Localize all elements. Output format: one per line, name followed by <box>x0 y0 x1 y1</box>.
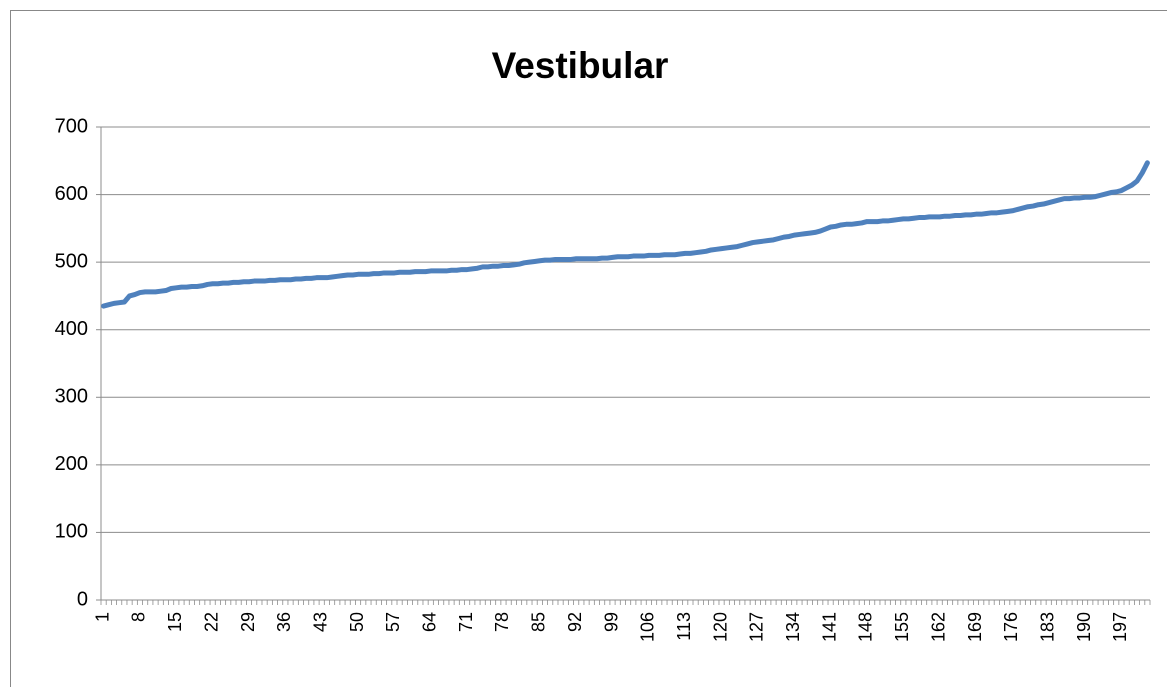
x-tick-label: 141 <box>819 612 839 642</box>
data-line <box>101 160 1150 309</box>
x-tick-label: 92 <box>565 612 585 632</box>
y-tick-label: 400 <box>55 318 88 340</box>
y-tick-label: 700 <box>55 115 88 137</box>
x-tick-label: 190 <box>1074 612 1094 642</box>
chart-title: Vestibular <box>492 45 669 86</box>
x-tick-label: 36 <box>274 612 294 632</box>
x-tick-label: 78 <box>492 612 512 632</box>
x-tick-label: 57 <box>383 612 403 632</box>
x-tick-label: 29 <box>238 612 258 632</box>
x-tick-label: 64 <box>420 612 440 632</box>
x-tick-label: 162 <box>928 612 948 642</box>
y-tick-label: 200 <box>55 453 88 475</box>
y-tick-label: 100 <box>55 521 88 543</box>
y-tick-label: 300 <box>55 386 88 408</box>
x-tick-label: 106 <box>638 612 658 642</box>
chart-frame <box>10 10 1167 687</box>
x-tick-label: 127 <box>747 612 767 642</box>
y-tick-label: 0 <box>77 588 88 610</box>
x-tick-label: 176 <box>1001 612 1021 642</box>
x-tick-label: 50 <box>347 612 367 632</box>
x-tick-label: 113 <box>674 612 694 641</box>
x-tick-label: 43 <box>310 612 330 632</box>
x-tick-label: 183 <box>1037 612 1057 642</box>
x-tick-label: 15 <box>165 612 185 632</box>
x-tick-label: 8 <box>129 612 149 622</box>
x-tick-label: 120 <box>710 612 730 642</box>
y-tick-label: 500 <box>55 250 88 272</box>
x-tick-label: 71 <box>456 612 476 632</box>
x-tick-label: 1 <box>92 612 112 622</box>
y-tick-label: 600 <box>55 183 88 205</box>
x-tick-label: 197 <box>1110 612 1130 642</box>
x-tick-label: 85 <box>529 612 549 632</box>
x-tick-label: 155 <box>892 612 912 642</box>
x-tick-label: 169 <box>965 612 985 642</box>
x-tick-label: 134 <box>783 612 803 642</box>
x-tick-label: 99 <box>601 612 621 632</box>
x-tick-label: 22 <box>201 612 221 632</box>
x-tick-label: 148 <box>856 612 876 642</box>
